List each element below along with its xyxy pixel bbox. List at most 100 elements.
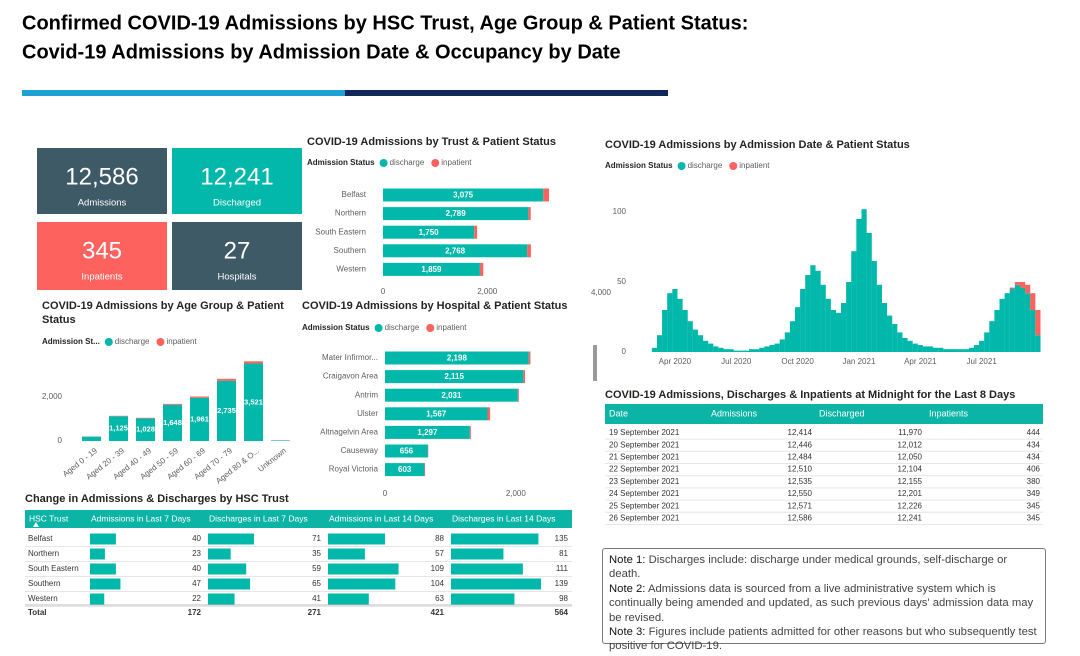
chart-title: COVID-19 Admissions by Age Group & Patie… [42,300,284,326]
bar [383,244,528,258]
note: Note 2: Admissions data is sourced from … [609,582,1039,625]
table-cell: 444 [1027,428,1041,437]
y-tick-label: South Eastern [315,227,366,236]
table-header [605,404,1043,424]
bar [1025,284,1031,294]
table-cell: 25 September 2021 [609,501,680,510]
table-cell: 26 September 2021 [609,514,680,523]
y-tick-label: 100 [613,207,627,216]
kpi-tile [37,148,167,214]
column-header: Discharged [819,408,865,418]
data-label: 656 [400,447,414,456]
data-bar [328,548,365,560]
table-total: 421 [431,608,445,617]
legend-label: inpatient [166,337,197,346]
bar [385,425,470,439]
data-bar [208,533,254,545]
bar [1035,310,1041,336]
table-header [25,510,572,528]
legend-label: inpatient [739,161,770,170]
bar [846,282,852,352]
bar [968,347,975,352]
bar [871,261,877,352]
kpi-value: 12,586 [65,163,138,190]
table-cell: 59 [312,564,321,573]
table-total: 172 [188,608,202,617]
page-title: Confirmed COVID-19 Admissions by HSC Tru… [22,12,748,34]
table-cell: 12,586 [788,514,813,523]
data-label: 1,567 [426,409,447,418]
table-cell: Northern [28,549,59,558]
bar [820,284,826,352]
table-cell: 41 [312,594,321,603]
kpi-label: Discharged [213,198,261,209]
bar [523,370,525,384]
data-bar [328,578,396,590]
bar [876,284,882,352]
bar [887,315,893,352]
x-tick-label: 2,000 [506,489,527,498]
table-cell: 345 [1027,514,1041,523]
data-label: 2,198 [447,354,468,363]
legend-label: inpatient [441,158,472,167]
x-tick-label: 2,000 [477,287,498,296]
legend-marker [374,324,383,332]
data-bar [208,548,231,560]
bar [383,225,475,239]
bar [897,332,903,352]
bar [779,339,785,352]
bar [682,310,688,352]
header-bar [345,90,668,96]
bar [989,321,995,352]
bar [999,298,1005,352]
table-cell: 22 September 2021 [609,465,680,474]
table-cell: 71 [312,534,321,543]
bar [789,321,796,352]
table-cell: 139 [555,579,569,588]
bar [1030,293,1036,310]
kpi-tile [37,222,167,290]
data-label: 1,648 [163,418,182,427]
bar [163,403,182,405]
legend-marker [677,162,686,170]
y-tick-label: Ulster [357,409,378,418]
data-bar [451,593,515,605]
bar [424,463,426,477]
bar [672,289,678,352]
x-tick-label: Unknown [256,446,288,474]
note: Note 3: Figures include patients admitte… [609,625,1039,654]
data-bar [208,593,235,605]
chart-title: COVID-19 Admissions by Admission Date & … [605,139,910,151]
table-cell: 12,484 [788,453,813,462]
bar [190,397,209,441]
bar [795,307,801,352]
note-label: Note 1: [609,554,646,566]
bar [469,425,471,439]
table-cell: 23 [192,549,201,558]
bar [825,298,831,352]
y-tick-label: Western [336,265,366,274]
scrollbar[interactable] [593,345,597,381]
bar [922,346,929,352]
bar [851,251,857,352]
kpi-label: Hospitals [217,272,256,283]
y-tick-label: Southern [334,246,366,255]
table-cell: Belfast [28,534,53,543]
bar [748,349,755,352]
bar [651,347,658,352]
bar [244,361,263,364]
legend-marker [431,159,440,167]
data-bar [208,563,247,575]
legend-label: discharge [390,158,425,167]
bar [713,346,719,352]
bar [385,463,425,477]
bar [1014,282,1021,285]
column-header: Discharges in Last 7 Days [209,513,308,523]
table-cell: 63 [435,594,444,603]
table-cell: 40 [192,564,201,573]
table-title: Change in Admissions & Discharges by HSC… [25,493,289,505]
bar [815,270,821,352]
kpi-value: 12,241 [200,163,273,190]
bar [764,346,770,352]
